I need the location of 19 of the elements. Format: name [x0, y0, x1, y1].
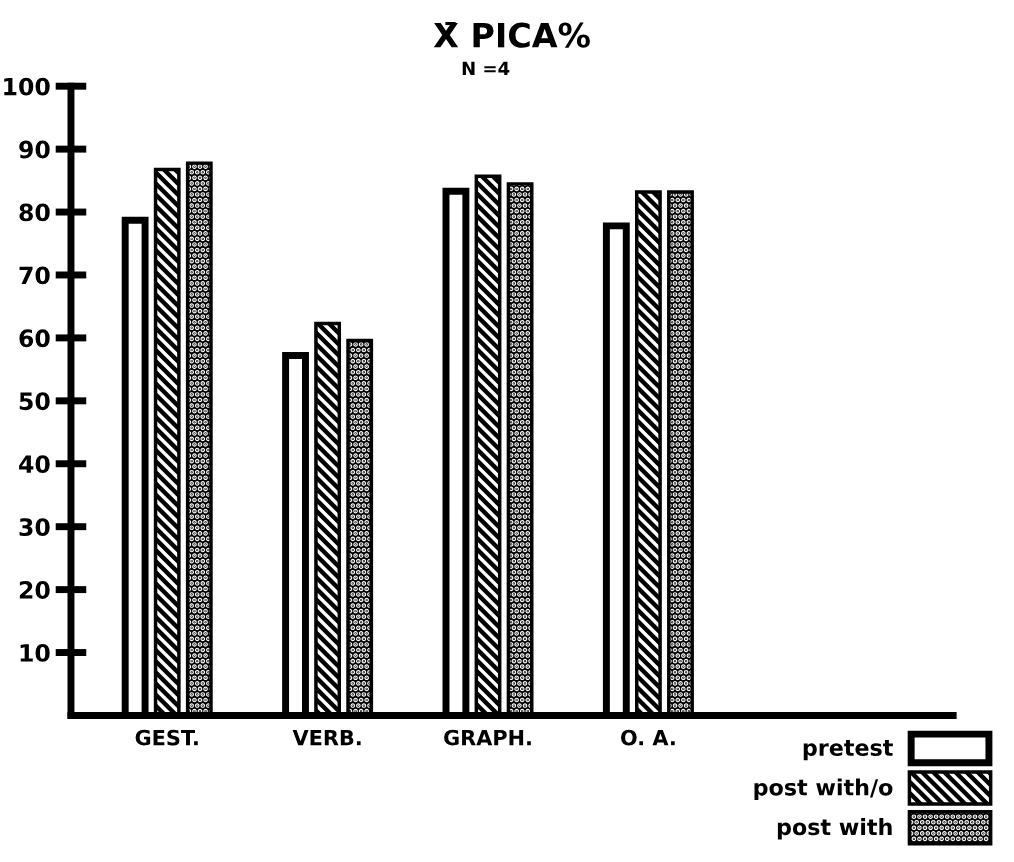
y-tick-label: 90 — [19, 140, 50, 159]
x-tick-label: O. A. — [621, 729, 675, 746]
x-tick-label: VERB. — [292, 729, 361, 746]
legend-label: post with — [777, 818, 892, 840]
y-tick-label: 10 — [20, 643, 50, 662]
legend-label: pretest — [803, 740, 893, 761]
y-tick-label: 30 — [19, 518, 50, 536]
chart-subtitle: N =4 — [462, 61, 510, 75]
y-tick-label: 60 — [19, 329, 50, 348]
y-tick-label: 70 — [19, 266, 50, 285]
y-tick-label: 20 — [19, 581, 50, 599]
y-tick-label: 80 — [19, 203, 50, 222]
y-tick-label: 50 — [19, 392, 50, 411]
y-tick-label: 40 — [19, 455, 50, 474]
x-tick-label: GEST. — [135, 729, 198, 746]
chart-title: X̄ PICA% — [433, 21, 590, 48]
y-tick-label: 100 — [4, 77, 50, 96]
x-tick-label: GRAPH. — [444, 729, 531, 746]
legend-label: post with/o — [754, 778, 893, 800]
